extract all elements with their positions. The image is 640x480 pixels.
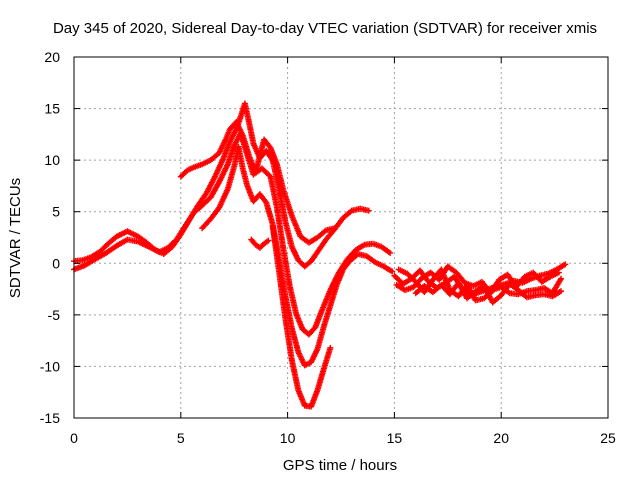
y-tick-label: -10 xyxy=(40,358,60,374)
y-tick-label: 0 xyxy=(52,255,60,271)
x-tick-label: 20 xyxy=(493,430,509,446)
data-point xyxy=(558,275,565,282)
x-tick-label: 10 xyxy=(280,430,296,446)
data-point xyxy=(387,249,394,256)
axis-ticks: 0 5 10 15 20 25 -15 -10 -5 0 5 10 15 20 xyxy=(40,49,616,446)
plot-frame xyxy=(73,56,609,419)
x-tick-label: 5 xyxy=(177,430,185,446)
y-tick-label: -15 xyxy=(40,410,60,426)
y-axis-label: SDTVAR / TECUs xyxy=(7,178,24,298)
x-axis-label: GPS time / hours xyxy=(283,457,397,474)
data-point xyxy=(327,344,334,351)
data-point xyxy=(331,225,338,232)
grid xyxy=(74,57,608,418)
chart-title: Day 345 of 2020, Sidereal Day-to-day VTE… xyxy=(53,20,597,37)
data-points xyxy=(71,100,569,410)
y-tick-label: -5 xyxy=(48,307,61,323)
data-point xyxy=(555,269,562,276)
data-point xyxy=(562,261,569,268)
data-point xyxy=(558,288,565,295)
y-tick-label: 20 xyxy=(44,49,60,65)
y-tick-label: 10 xyxy=(44,152,60,168)
data-point xyxy=(365,207,372,214)
y-tick-label: 5 xyxy=(52,204,60,220)
x-tick-label: 25 xyxy=(600,430,616,446)
data-point xyxy=(389,268,396,275)
x-tick-label: 15 xyxy=(387,430,403,446)
x-tick-label: 0 xyxy=(70,430,78,446)
y-tick-label: 15 xyxy=(44,101,60,117)
data-point xyxy=(265,237,272,244)
